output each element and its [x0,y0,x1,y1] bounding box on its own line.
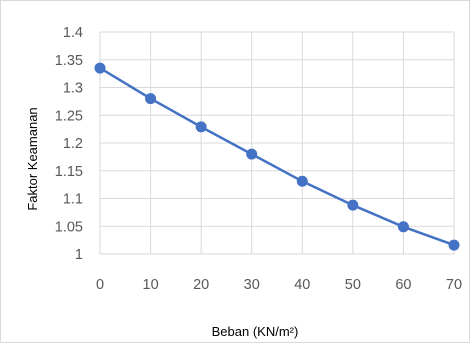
grid-lines [99,31,455,255]
x-tick-label: 60 [395,277,411,293]
y-tick-label: 1.4 [63,25,83,41]
y-axis-label: Faktor Keamanan [25,107,40,210]
x-tick-label: 30 [244,277,260,293]
data-point [397,221,409,233]
series-line [99,67,455,247]
x-tick-label: 40 [294,277,310,293]
x-tick-label: 10 [143,277,159,293]
x-tick-labels: 0 10 20 30 40 50 60 70 [96,277,462,293]
y-tick-labels: 1 1.05 1.1 1.15 1.2 1.25 1.3 1.35 1.4 [55,25,83,263]
y-tick-label: 1.15 [55,164,83,180]
y-tick-label: 1.35 [55,53,83,69]
data-point [448,239,460,251]
data-point [145,93,157,105]
y-tick-label: 1.3 [63,81,83,97]
x-tick-label: 0 [96,277,104,293]
data-point [296,175,308,187]
x-axis-label: Beban (KN/m²) [212,324,299,339]
data-point [246,148,258,160]
x-tick-label: 70 [446,277,462,293]
y-tick-label: 1.05 [55,219,83,235]
y-tick-label: 1.1 [63,192,83,208]
data-point [195,121,207,133]
x-tick-label: 20 [193,277,209,293]
y-tick-label: 1.2 [63,136,83,152]
series-group [94,62,460,251]
y-tick-label: 1.25 [55,108,83,124]
y-tick-label: 1 [75,247,83,263]
data-point [94,62,106,74]
x-tick-label: 50 [345,277,361,293]
data-point [347,199,359,211]
